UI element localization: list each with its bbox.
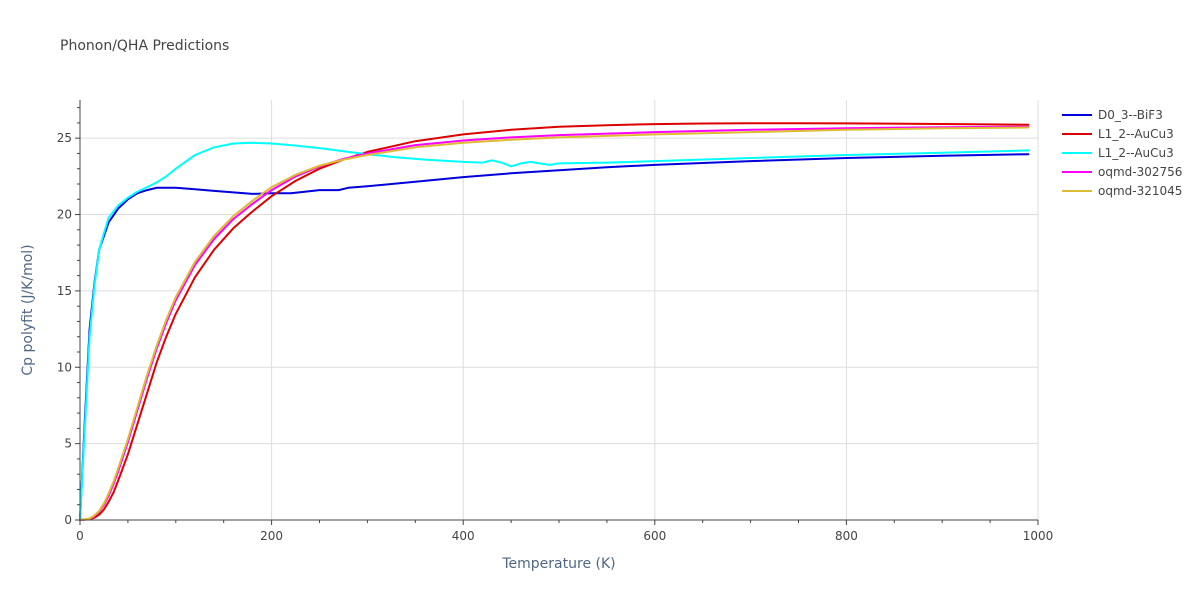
x-tick-label: 200 — [260, 529, 283, 543]
y-axis-title: Cp polyfit (J/K/mol) — [20, 244, 36, 375]
series-line-2 — [79, 141, 1030, 521]
y-tick-label: 25 — [57, 131, 72, 145]
legend-label: L1_2--AuCu3 — [1098, 127, 1174, 141]
y-tick-label: 5 — [64, 437, 72, 451]
y-tick-label: 0 — [64, 513, 72, 527]
x-tick-label: 600 — [643, 529, 666, 543]
series-line-1 — [79, 122, 1030, 521]
y-tick-label: 15 — [57, 284, 72, 298]
legend-label: oqmd-302756 — [1098, 165, 1182, 179]
series-line-4 — [79, 126, 1030, 521]
series-line-3 — [79, 125, 1030, 521]
x-tick-label: 0 — [76, 529, 84, 543]
legend-label: D0_3--BiF3 — [1098, 108, 1163, 122]
x-axis-title: Temperature (K) — [501, 556, 615, 572]
chart-title: Phonon/QHA Predictions — [60, 38, 229, 54]
series-line-0 — [79, 153, 1030, 521]
x-tick-label: 1000 — [1023, 529, 1054, 543]
x-tick-label: 800 — [835, 529, 858, 543]
legend: D0_3--BiF3 L1_2--AuCu3 L1_2--AuCu3 oqmd-302… — [1062, 108, 1182, 198]
legend-label: L1_2--AuCu3 — [1098, 146, 1174, 160]
legend-label: oqmd-321045 — [1098, 184, 1182, 198]
x-tick-label: 400 — [452, 529, 475, 543]
y-tick-label: 20 — [57, 208, 72, 222]
y-tick-label: 10 — [57, 360, 72, 374]
plot-area — [79, 122, 1030, 521]
axes: 0 200 400 600 800 1000 0 5 10 15 20 25 — [57, 100, 1054, 543]
